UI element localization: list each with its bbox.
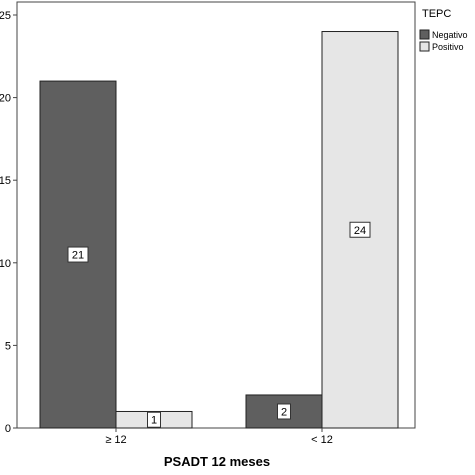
x-axis: ≥ 12 < 12	[105, 428, 333, 446]
legend-swatch	[419, 41, 430, 52]
data-label: 2	[281, 406, 287, 418]
y-tick-label: 25	[0, 10, 11, 22]
legend-label: Positivo	[432, 42, 464, 52]
y-tick-label: 15	[0, 175, 11, 187]
data-label: 24	[354, 225, 366, 237]
y-tick-label: 5	[5, 340, 11, 352]
data-label-box	[277, 403, 291, 420]
legend-label: Negativo	[432, 30, 468, 40]
y-tick-label: 20	[0, 93, 11, 105]
x-tick-label: ≥ 12	[105, 434, 126, 446]
data-label: 21	[72, 250, 84, 262]
legend-swatch	[419, 29, 430, 40]
x-axis-title: PSADT 12 meses	[164, 454, 270, 469]
data-label: 1	[151, 415, 157, 427]
y-tick-label: 0	[5, 423, 11, 435]
legend-title: TEPC	[422, 8, 451, 20]
bars-group: 21 1 2 24	[39, 31, 399, 429]
data-label-box	[67, 246, 89, 263]
legend: TEPC Negativo Positivo	[419, 8, 468, 52]
data-label-box	[147, 411, 161, 428]
data-label-box	[349, 221, 371, 238]
y-tick-label: 10	[0, 258, 11, 270]
y-axis: 0 5 10 15 20 25	[0, 10, 17, 435]
x-tick-label: < 12	[311, 434, 333, 446]
